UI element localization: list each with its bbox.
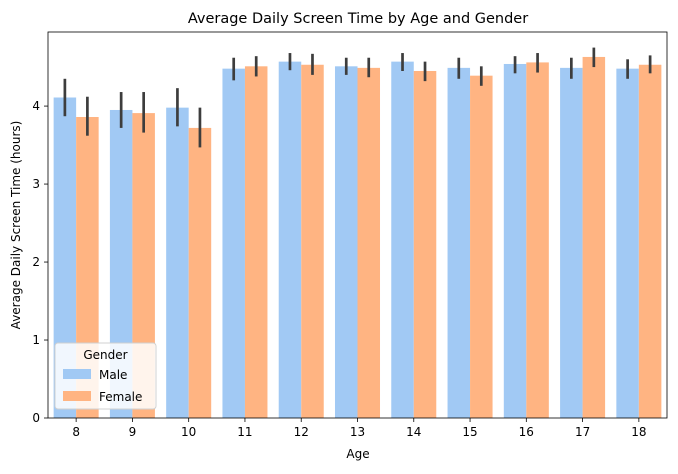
plot-frame [47,31,668,419]
bar-female-age-9 [132,113,155,418]
bar-female-age-15 [470,75,493,419]
y-tick-label: 1 [32,333,40,347]
bar-female-age-14 [413,70,437,419]
bars-layer [53,56,662,419]
bar-male-age-16 [503,63,527,418]
x-tick-label: 14 [406,425,421,439]
bar-female-age-13 [357,67,381,419]
legend-label-male: Male [99,368,127,382]
y-tick-label: 4 [32,99,40,113]
x-tick-label: 11 [237,425,252,439]
y-tick-label: 0 [32,411,40,425]
legend-swatch-male [63,369,91,379]
bar-male-age-18 [616,68,639,419]
x-tick-label: 13 [350,425,365,439]
legend-label-female: Female [99,390,142,404]
bar-female-age-11 [244,66,268,418]
bar-female-age-17 [582,56,606,418]
bar-male-age-14 [391,61,414,418]
x-tick-label: 16 [519,425,534,439]
bar-male-age-10 [166,107,189,418]
bar-female-age-12 [301,64,324,418]
bar-female-age-18 [638,64,662,418]
bar-male-age-8 [53,97,77,418]
bar-male-age-15 [447,67,471,419]
x-tick-label: 17 [575,425,590,439]
legend: Gender Male Female [54,342,157,410]
bar-male-age-12 [278,61,302,418]
x-tick-label: 12 [294,425,309,439]
chart-title: Average Daily Screen Time by Age and Gen… [188,11,528,27]
y-axis-label: Average Daily Screen Time (hours) [9,121,23,330]
bar-male-age-9 [109,109,133,418]
error-bars-layer [63,47,652,148]
bar-male-age-13 [334,66,358,418]
legend-swatch-female [63,391,91,401]
y-tick-label: 2 [32,255,40,269]
legend-title: Gender [83,348,127,362]
bar-male-age-11 [222,68,245,419]
bar-male-age-17 [560,67,583,419]
x-tick-label: 8 [72,425,80,439]
x-axis-label: Age [346,447,369,461]
bar-female-age-10 [188,127,212,419]
x-tick-label: 9 [129,425,137,439]
y-tick-label: 3 [32,177,40,191]
x-tick-label: 18 [631,425,646,439]
x-tick-label: 10 [181,425,196,439]
x-tick-label: 15 [462,425,477,439]
bar-female-age-16 [526,62,549,418]
